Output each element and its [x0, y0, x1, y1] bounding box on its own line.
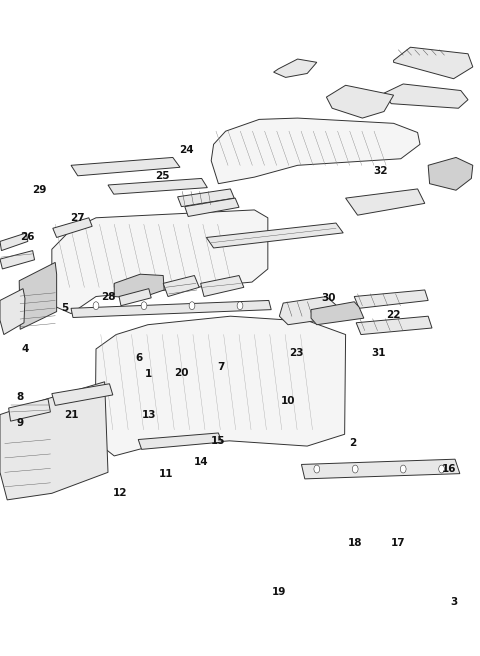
Polygon shape — [119, 289, 151, 306]
Circle shape — [141, 302, 147, 310]
Text: 7: 7 — [217, 362, 225, 373]
Polygon shape — [206, 223, 343, 248]
Text: 5: 5 — [61, 303, 69, 314]
Text: 19: 19 — [272, 586, 287, 597]
Text: 26: 26 — [21, 232, 35, 243]
Polygon shape — [71, 157, 180, 176]
Polygon shape — [0, 289, 25, 335]
Text: 27: 27 — [71, 213, 85, 223]
Polygon shape — [279, 297, 336, 325]
Circle shape — [439, 465, 444, 473]
Polygon shape — [301, 459, 460, 479]
Text: 28: 28 — [101, 291, 115, 302]
Polygon shape — [428, 157, 473, 190]
Text: 9: 9 — [17, 418, 24, 428]
Text: 29: 29 — [32, 185, 47, 195]
Polygon shape — [114, 274, 164, 298]
Polygon shape — [71, 300, 271, 318]
Polygon shape — [9, 399, 50, 421]
Polygon shape — [211, 118, 420, 184]
Polygon shape — [163, 276, 199, 297]
Polygon shape — [384, 84, 468, 108]
Polygon shape — [0, 382, 108, 500]
Polygon shape — [52, 384, 113, 405]
Circle shape — [189, 302, 195, 310]
Polygon shape — [53, 218, 92, 237]
Polygon shape — [311, 302, 364, 325]
Circle shape — [352, 465, 358, 473]
Text: 31: 31 — [371, 348, 385, 358]
Polygon shape — [185, 198, 239, 216]
Text: 2: 2 — [349, 438, 357, 448]
Text: 21: 21 — [64, 409, 78, 420]
Polygon shape — [326, 85, 394, 118]
Polygon shape — [95, 316, 346, 456]
Polygon shape — [138, 433, 222, 449]
Text: 22: 22 — [386, 310, 401, 320]
Text: 20: 20 — [174, 367, 189, 378]
Polygon shape — [356, 316, 432, 335]
Circle shape — [400, 465, 406, 473]
Text: 15: 15 — [211, 436, 226, 446]
Polygon shape — [201, 276, 244, 297]
Text: 14: 14 — [194, 457, 209, 468]
Text: 16: 16 — [442, 464, 456, 474]
Text: 18: 18 — [348, 538, 362, 548]
Polygon shape — [346, 189, 425, 215]
Circle shape — [93, 302, 99, 310]
Text: 8: 8 — [16, 392, 24, 402]
Text: 17: 17 — [391, 538, 406, 548]
Text: 13: 13 — [142, 409, 156, 420]
Text: 1: 1 — [145, 369, 153, 379]
Circle shape — [237, 302, 243, 310]
Text: 23: 23 — [289, 348, 304, 358]
Text: 32: 32 — [373, 165, 387, 176]
Text: 3: 3 — [450, 597, 457, 607]
Polygon shape — [0, 251, 35, 269]
Text: 4: 4 — [21, 344, 29, 354]
Text: 11: 11 — [158, 468, 173, 479]
Polygon shape — [52, 210, 268, 314]
Polygon shape — [354, 290, 428, 308]
Polygon shape — [274, 59, 317, 77]
Text: 12: 12 — [113, 488, 127, 499]
Polygon shape — [19, 262, 57, 329]
Text: 10: 10 — [281, 396, 295, 407]
Text: 6: 6 — [135, 352, 143, 363]
Text: 25: 25 — [155, 171, 169, 181]
Text: 24: 24 — [179, 144, 193, 155]
Polygon shape — [394, 47, 473, 79]
Polygon shape — [178, 189, 234, 207]
Text: 30: 30 — [322, 293, 336, 304]
Circle shape — [314, 465, 320, 473]
Polygon shape — [0, 233, 28, 251]
Polygon shape — [108, 178, 207, 194]
